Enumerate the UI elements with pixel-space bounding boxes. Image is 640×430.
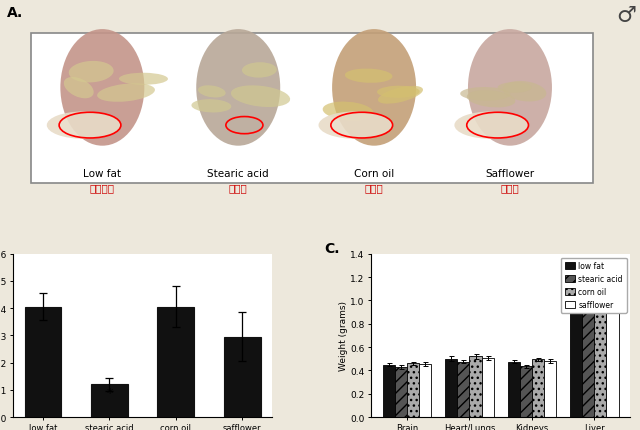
Text: Corn oil: Corn oil [354, 169, 394, 178]
Ellipse shape [119, 74, 168, 86]
Text: 低脂饮食: 低脂饮食 [90, 182, 115, 192]
Bar [520, 366, 532, 417]
Ellipse shape [97, 84, 155, 102]
Ellipse shape [345, 69, 392, 83]
Legend: low fat, stearic acid, corn oil, safflower: low fat, stearic acid, corn oil, safflow… [561, 258, 627, 313]
FancyBboxPatch shape [31, 34, 593, 184]
Ellipse shape [242, 63, 276, 78]
Ellipse shape [231, 86, 290, 108]
Ellipse shape [191, 100, 231, 113]
Bar [607, 277, 619, 417]
Ellipse shape [319, 112, 392, 139]
Text: 玉米油: 玉米油 [365, 182, 383, 192]
Bar [24, 307, 61, 417]
Text: ♂: ♂ [616, 6, 637, 26]
Bar [582, 280, 595, 417]
Bar [224, 337, 260, 417]
Bar [595, 277, 607, 417]
Ellipse shape [467, 91, 515, 108]
Bar [508, 362, 520, 417]
Ellipse shape [64, 78, 93, 99]
Ellipse shape [460, 88, 511, 101]
Bar [544, 361, 556, 417]
Text: C.: C. [324, 241, 340, 255]
Ellipse shape [468, 30, 552, 146]
Ellipse shape [377, 86, 420, 98]
Text: Safflower: Safflower [485, 169, 534, 178]
Ellipse shape [454, 112, 529, 139]
Ellipse shape [332, 30, 416, 146]
Text: A.: A. [6, 6, 23, 20]
Bar [157, 307, 194, 417]
Ellipse shape [502, 82, 547, 102]
Ellipse shape [60, 30, 145, 146]
Ellipse shape [378, 87, 423, 104]
Text: 硬脂酸: 硬脂酸 [229, 182, 248, 192]
Bar [419, 364, 431, 417]
Bar [470, 356, 482, 417]
Bar [407, 363, 419, 417]
Bar [445, 359, 457, 417]
Text: 红花油: 红花油 [500, 182, 519, 192]
Ellipse shape [196, 30, 280, 146]
Bar [457, 362, 470, 417]
Ellipse shape [47, 112, 121, 139]
Bar [532, 359, 544, 417]
Bar [482, 358, 494, 417]
Ellipse shape [198, 86, 226, 98]
Ellipse shape [68, 62, 114, 83]
Bar [91, 384, 127, 417]
Ellipse shape [323, 102, 374, 121]
Text: Low fat: Low fat [83, 169, 122, 178]
Bar [383, 365, 395, 417]
Y-axis label: Weight (grams): Weight (grams) [339, 301, 348, 371]
Text: Stearic acid: Stearic acid [207, 169, 269, 178]
Bar [395, 367, 407, 417]
Text: *: * [106, 386, 113, 399]
Ellipse shape [497, 83, 532, 94]
Bar [570, 280, 582, 417]
